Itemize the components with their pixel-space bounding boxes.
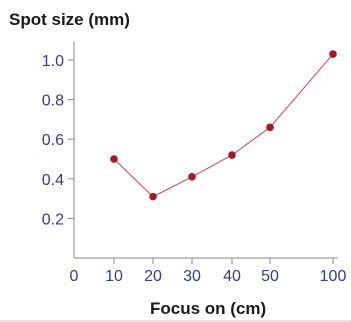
series (110, 50, 337, 201)
y-tick-label: 0.2 (42, 211, 64, 228)
x-tick-label: 50 (261, 268, 279, 285)
data-point (329, 50, 337, 58)
x-tick-label: 40 (223, 268, 241, 285)
x-tick-label: 0 (70, 268, 79, 285)
data-point (266, 123, 274, 132)
y-tick-label: 1.0 (42, 53, 64, 70)
y-ticks: 0.2 0.4 0.6 0.8 1.0 (42, 53, 74, 228)
y-tick-label: 0.6 (42, 132, 64, 149)
x-tick-label: 10 (105, 268, 123, 285)
data-point (149, 192, 157, 201)
data-point (228, 151, 236, 159)
x-ticks: 0 10 20 30 40 50 100 (70, 258, 347, 285)
x-tick-label: 20 (144, 268, 162, 285)
x-tick-label: 30 (183, 268, 201, 285)
series-line (113, 53, 334, 198)
y-tick-label: 0.4 (42, 172, 64, 189)
data-point (188, 173, 196, 181)
y-tick-label: 0.8 (42, 93, 64, 110)
x-axis-title: Focus on (cm) (150, 299, 266, 318)
y-axis-title: Spot size (mm) (9, 10, 130, 29)
data-point (110, 155, 118, 163)
x-tick-label: 100 (320, 268, 347, 285)
